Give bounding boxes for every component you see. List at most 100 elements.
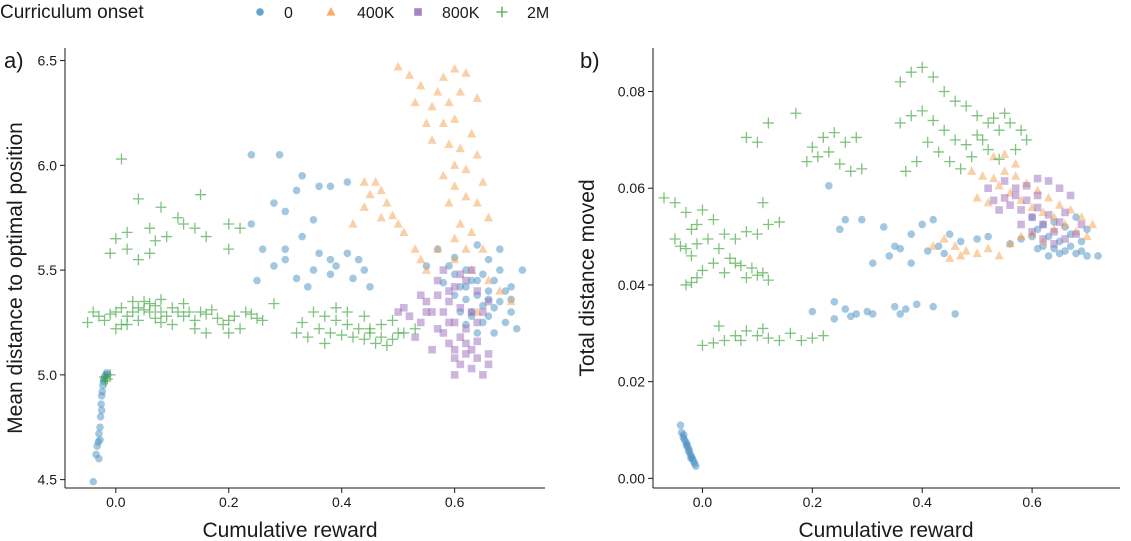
point-2M xyxy=(751,330,763,342)
point-400K xyxy=(370,177,381,186)
point-2M xyxy=(751,269,763,281)
point-2M xyxy=(330,314,342,326)
point-2M xyxy=(223,314,235,326)
point-400K xyxy=(939,233,949,243)
point-0 xyxy=(309,216,318,224)
point-0 xyxy=(830,298,839,306)
point-2M xyxy=(313,323,325,335)
point-0 xyxy=(929,302,937,311)
point-800K xyxy=(445,287,453,295)
point-2M xyxy=(291,327,303,339)
point-800K xyxy=(450,345,459,354)
point-0 xyxy=(1066,242,1075,251)
point-400K xyxy=(455,143,465,153)
point-2M xyxy=(172,212,184,224)
point-0 xyxy=(96,412,105,421)
y-tick-label: 5.5 xyxy=(38,262,58,278)
point-400K xyxy=(1000,149,1010,158)
point-800K xyxy=(462,339,470,348)
point-400K xyxy=(461,164,471,174)
point-0 xyxy=(292,274,301,283)
point-400K xyxy=(928,241,938,250)
point-2M xyxy=(364,323,376,335)
point-400K xyxy=(461,68,471,77)
point-2M xyxy=(234,222,246,234)
point-2M xyxy=(257,314,269,326)
point-2M xyxy=(100,375,112,387)
point-2M xyxy=(680,279,692,291)
point-400K xyxy=(427,135,437,144)
point-800K xyxy=(467,266,476,274)
point-2M xyxy=(82,316,94,328)
point-2M xyxy=(658,192,670,204)
legend: Curriculum onset 0 400K 800K 2M xyxy=(0,2,549,23)
point-2M xyxy=(104,308,116,320)
point-400K xyxy=(427,101,437,111)
point-0 xyxy=(89,477,98,486)
point-2M xyxy=(955,163,967,175)
point-2M xyxy=(132,193,144,205)
point-800K xyxy=(467,308,476,316)
point-800K xyxy=(1044,177,1053,185)
point-2M xyxy=(115,302,127,314)
panel-label: a) xyxy=(4,48,24,73)
point-2M xyxy=(762,332,774,344)
point-2M xyxy=(729,330,741,342)
y-tick-label: 4.5 xyxy=(38,472,58,488)
point-800K xyxy=(473,318,482,327)
point-2M xyxy=(911,156,923,168)
point-2M xyxy=(740,131,752,143)
point-800K xyxy=(416,318,425,327)
point-0 xyxy=(940,249,948,258)
point-400K xyxy=(416,254,426,264)
point-2M xyxy=(166,302,178,314)
point-2M xyxy=(850,131,862,143)
point-800K xyxy=(1028,213,1036,222)
point-2M xyxy=(696,204,708,216)
point-0 xyxy=(1094,252,1102,260)
point-2M xyxy=(685,250,697,262)
point-2M xyxy=(773,216,785,228)
point-2M xyxy=(392,327,404,339)
point-800K xyxy=(1061,235,1069,243)
point-800K xyxy=(456,360,465,369)
point-2M xyxy=(762,274,774,286)
point-400K xyxy=(1087,219,1098,229)
point-2M xyxy=(773,335,785,347)
point-400K xyxy=(989,173,999,183)
point-400K xyxy=(433,244,443,253)
point-0 xyxy=(684,447,693,456)
point-2M xyxy=(828,127,840,139)
point-2M xyxy=(795,335,807,347)
point-0 xyxy=(490,304,498,312)
point-2M xyxy=(121,243,133,255)
point-0 xyxy=(512,324,521,333)
point-2M xyxy=(817,131,829,143)
point-0 xyxy=(96,423,104,432)
legend-marker-800K xyxy=(414,8,422,16)
point-2M xyxy=(115,153,127,165)
point-400K xyxy=(983,243,993,253)
point-2M xyxy=(155,316,167,328)
point-400K xyxy=(956,250,966,260)
point-2M xyxy=(674,240,686,252)
point-2M xyxy=(801,156,813,168)
point-0 xyxy=(945,230,954,238)
point-400K xyxy=(967,166,977,175)
y-tick-label: 0.00 xyxy=(618,470,645,486)
point-2M xyxy=(685,277,697,289)
point-2M xyxy=(155,201,167,213)
point-0 xyxy=(484,287,493,295)
point-2M xyxy=(161,231,173,243)
point-0 xyxy=(354,255,363,264)
point-800K xyxy=(1033,174,1042,183)
point-0 xyxy=(270,262,278,270)
point-800K xyxy=(1044,211,1053,219)
point-800K xyxy=(450,318,459,327)
point-400K xyxy=(983,197,993,207)
point-2M xyxy=(894,76,906,88)
point-2M xyxy=(178,298,190,310)
point-2M xyxy=(115,319,127,331)
point-400K xyxy=(1060,219,1070,229)
point-800K xyxy=(1050,227,1058,236)
